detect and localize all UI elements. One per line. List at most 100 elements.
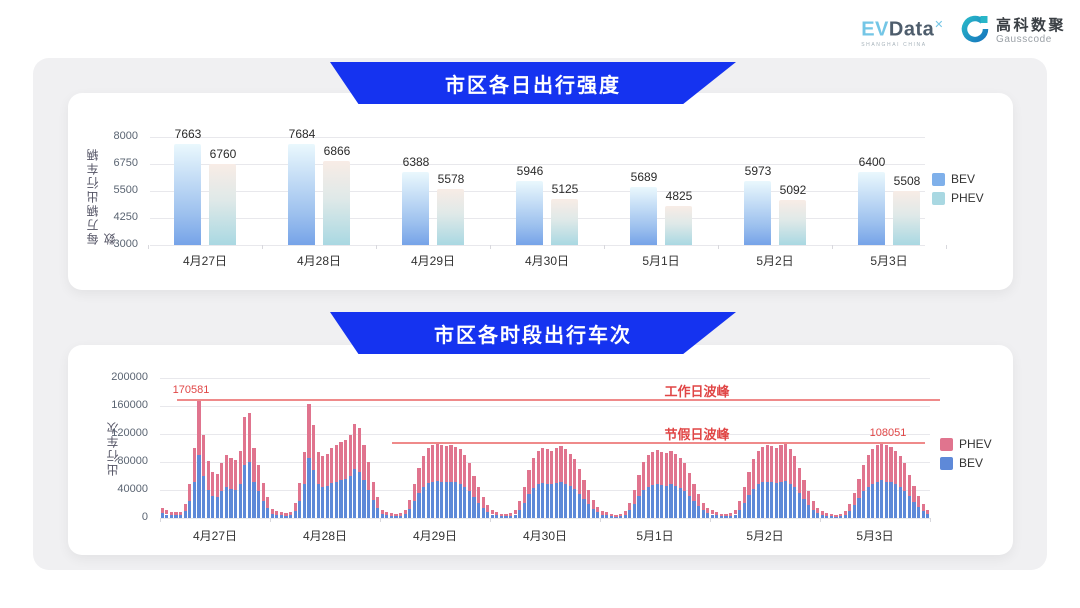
- phev-hour-bar[interactable]: [275, 511, 279, 515]
- phev-hour-bar[interactable]: [609, 513, 614, 516]
- bev-hour-bar[interactable]: [742, 502, 746, 518]
- phev-hour-bar[interactable]: [458, 449, 462, 484]
- bev-bar[interactable]: [744, 180, 771, 245]
- phev-hour-bar[interactable]: [733, 510, 737, 515]
- phev-hour-bar[interactable]: [238, 450, 242, 485]
- phev-hour-bar[interactable]: [421, 456, 426, 488]
- bev-hour-bar[interactable]: [247, 462, 251, 518]
- phev-hour-bar[interactable]: [518, 501, 522, 510]
- phev-hour-bar[interactable]: [380, 509, 384, 514]
- bev-hour-bar[interactable]: [628, 510, 632, 518]
- phev-hour-bar[interactable]: [234, 459, 238, 490]
- bev-hour-bar[interactable]: [513, 514, 517, 518]
- bev-hour-bar[interactable]: [380, 513, 384, 518]
- phev-bar[interactable]: [209, 163, 236, 245]
- phev-hour-bar[interactable]: [692, 484, 696, 502]
- bev-hour-bar[interactable]: [614, 516, 618, 518]
- phev-hour-bar[interactable]: [660, 451, 664, 486]
- bev-hour-bar[interactable]: [169, 515, 174, 518]
- bev-hour-bar[interactable]: [325, 485, 329, 518]
- phev-bar[interactable]: [779, 199, 806, 245]
- bev-hour-bar[interactable]: [761, 482, 765, 518]
- phev-hour-bar[interactable]: [751, 459, 756, 489]
- phev-hour-bar[interactable]: [531, 457, 536, 488]
- bev-hour-bar[interactable]: [229, 488, 233, 518]
- bev-hour-bar[interactable]: [660, 485, 664, 518]
- phev-hour-bar[interactable]: [476, 487, 481, 503]
- phev-hour-bar[interactable]: [742, 487, 746, 503]
- chart2-legend-item-bev[interactable]: BEV: [940, 456, 992, 470]
- bev-hour-bar[interactable]: [894, 484, 898, 518]
- bev-hour-bar[interactable]: [641, 490, 646, 518]
- bev-hour-bar[interactable]: [646, 486, 650, 518]
- bev-hour-bar[interactable]: [669, 484, 673, 518]
- phev-hour-bar[interactable]: [499, 513, 504, 516]
- bev-hour-bar[interactable]: [852, 505, 856, 518]
- phev-hour-bar[interactable]: [183, 504, 187, 511]
- bev-hour-bar[interactable]: [481, 507, 485, 518]
- bev-hour-bar[interactable]: [348, 476, 352, 518]
- bev-hour-bar[interactable]: [389, 515, 394, 518]
- bev-hour-bar[interactable]: [366, 490, 371, 518]
- bev-hour-bar[interactable]: [861, 491, 866, 518]
- bev-hour-bar[interactable]: [747, 494, 751, 518]
- phev-hour-bar[interactable]: [302, 451, 306, 485]
- phev-hour-bar[interactable]: [880, 442, 884, 481]
- bev-hour-bar[interactable]: [376, 508, 380, 518]
- phev-hour-bar[interactable]: [307, 403, 311, 458]
- bev-hour-bar[interactable]: [463, 486, 467, 518]
- phev-hour-bar[interactable]: [816, 507, 820, 514]
- phev-hour-bar[interactable]: [504, 513, 508, 516]
- bev-hour-bar[interactable]: [545, 483, 549, 518]
- phev-hour-bar[interactable]: [683, 463, 687, 491]
- bev-hour-bar[interactable]: [330, 483, 334, 518]
- phev-hour-bar[interactable]: [344, 439, 348, 479]
- phev-hour-bar[interactable]: [884, 444, 889, 482]
- phev-hour-bar[interactable]: [522, 487, 526, 503]
- bev-hour-bar[interactable]: [454, 482, 458, 518]
- bev-hour-bar[interactable]: [605, 515, 609, 518]
- bev-hour-bar[interactable]: [596, 512, 600, 518]
- phev-hour-bar[interactable]: [797, 467, 801, 493]
- chart1-legend-item-phev[interactable]: PHEV: [932, 191, 984, 205]
- bev-hour-bar[interactable]: [284, 515, 288, 518]
- bev-hour-bar[interactable]: [256, 491, 261, 518]
- phev-hour-bar[interactable]: [600, 511, 604, 515]
- bev-hour-bar[interactable]: [353, 469, 357, 518]
- bev-hour-bar[interactable]: [444, 482, 449, 518]
- phev-hour-bar[interactable]: [243, 416, 247, 465]
- phev-hour-bar[interactable]: [444, 445, 449, 483]
- phev-hour-bar[interactable]: [550, 450, 554, 485]
- bev-hour-bar[interactable]: [316, 484, 320, 518]
- phev-hour-bar[interactable]: [311, 424, 316, 471]
- phev-hour-bar[interactable]: [229, 457, 233, 489]
- bev-hour-bar[interactable]: [270, 513, 274, 518]
- phev-hour-bar[interactable]: [852, 492, 856, 506]
- bev-hour-bar[interactable]: [188, 501, 192, 518]
- bev-hour-bar[interactable]: [311, 470, 316, 518]
- bev-hour-bar[interactable]: [907, 496, 911, 518]
- bev-hour-bar[interactable]: [261, 501, 265, 518]
- phev-hour-bar[interactable]: [770, 445, 774, 483]
- bev-hour-bar[interactable]: [706, 513, 710, 518]
- phev-hour-bar[interactable]: [756, 450, 760, 485]
- phev-hour-bar[interactable]: [481, 497, 485, 508]
- bev-hour-bar[interactable]: [174, 515, 178, 518]
- bev-hour-bar[interactable]: [637, 496, 641, 518]
- bev-hour-bar[interactable]: [632, 504, 636, 518]
- phev-hour-bar[interactable]: [664, 452, 669, 486]
- phev-hour-bar[interactable]: [843, 511, 847, 515]
- bev-hour-bar[interactable]: [206, 490, 210, 518]
- bev-hour-bar[interactable]: [426, 483, 430, 518]
- bev-hour-bar[interactable]: [871, 483, 875, 518]
- bev-hour-bar[interactable]: [298, 500, 302, 518]
- phev-hour-bar[interactable]: [559, 445, 563, 483]
- bev-hour-bar[interactable]: [825, 515, 829, 518]
- phev-hour-bar[interactable]: [802, 480, 806, 500]
- phev-hour-bar[interactable]: [564, 449, 568, 484]
- phev-hour-bar[interactable]: [926, 509, 930, 514]
- phev-hour-bar[interactable]: [412, 484, 416, 502]
- bev-hour-bar[interactable]: [243, 464, 247, 518]
- bev-hour-bar[interactable]: [449, 481, 453, 518]
- phev-hour-bar[interactable]: [719, 513, 724, 516]
